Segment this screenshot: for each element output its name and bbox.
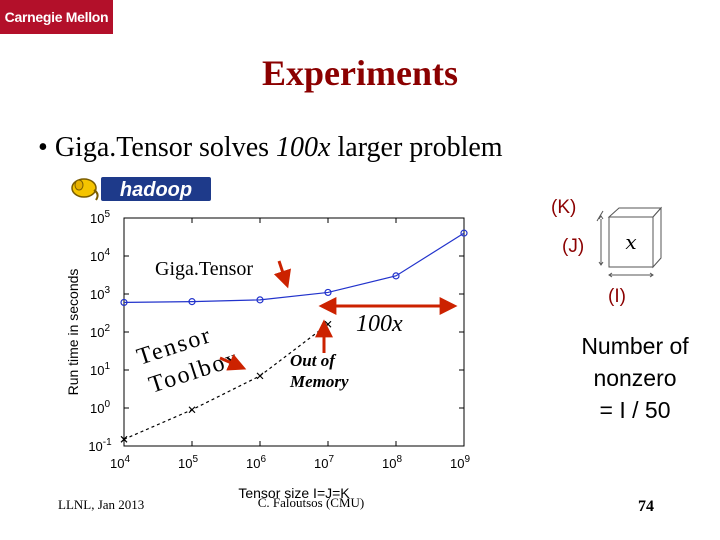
y-tick-label: 105: [90, 209, 110, 226]
y-axis-label: Run time in seconds: [65, 269, 81, 396]
axis-ticks: 104 105 106 107 108 109 10-1 100 101 102 103 104 105: [88, 209, 470, 471]
nonzero-line1: Number of: [581, 333, 689, 359]
footer-venue: LLNL, Jan 2013: [58, 497, 145, 512]
slide-title: Experiments: [262, 53, 458, 93]
i-dimension-label: (I): [608, 286, 626, 307]
x-axis-label: Tensor size I=J=K: [238, 485, 350, 501]
point-toolbox: [256, 372, 264, 380]
footer-author: C. Faloutsos (CMU): [257, 495, 365, 510]
out-of-memory-label-line2: Memory: [289, 372, 349, 391]
hundred-x-label: 100x: [356, 311, 403, 337]
bullet-text-emphasis: 100x: [276, 132, 331, 163]
gigatensor-arrow: [273, 260, 291, 289]
hadoop-logo-text: hadoop: [120, 179, 192, 201]
y-tick-label: 103: [90, 285, 110, 302]
out-of-memory-label-line1: Out of: [290, 351, 337, 370]
j-dimension-label: (J): [562, 236, 585, 257]
page-number: 74: [638, 498, 654, 515]
tensor-cube-icon: x: [596, 206, 663, 278]
point-toolbox: [324, 320, 332, 328]
point-gigatensor: [256, 296, 264, 304]
series-layer: [120, 229, 468, 443]
bullet-point: • Giga.Tensor solves 100x larger problem: [38, 132, 503, 164]
bullet-text-pre: Giga.Tensor solves: [54, 132, 277, 163]
cmu-logo: Carnegie Mellon: [0, 0, 113, 34]
y-tick-label: 102: [90, 323, 110, 340]
point-toolbox: [188, 406, 196, 414]
point-gigatensor: [392, 272, 400, 280]
x-tick-label: 108: [382, 454, 402, 471]
nonzero-note: Number of nonzero = I / 50: [555, 330, 715, 426]
tensor-toolbox-arrow: [219, 354, 247, 371]
series-line-toolbox: [123, 323, 329, 440]
x-tick-label: 107: [314, 454, 334, 471]
hadoop-logo: hadoop: [71, 177, 211, 201]
cube-x-label: x: [625, 230, 636, 254]
x-tick-label: 104: [110, 454, 130, 471]
y-tick-label: 101: [90, 361, 110, 378]
y-tick-label: 10-1: [88, 437, 112, 454]
bullet-text-post: larger problem: [330, 132, 503, 163]
point-gigatensor: [460, 229, 468, 237]
y-tick-label: 100: [90, 399, 110, 416]
point-gigatensor: [188, 298, 196, 306]
point-toolbox: [120, 435, 128, 443]
y-tick-label: 104: [90, 247, 110, 264]
x-tick-label: 109: [450, 454, 470, 471]
nonzero-line2: nonzero: [593, 365, 677, 391]
gigatensor-label: Giga.Tensor: [155, 258, 253, 280]
runtime-chart: 104 105 106 107 108 109 10-1 100 101 102 103 104 105…: [65, 209, 470, 501]
nonzero-line3: = I / 50: [599, 397, 671, 423]
series-line-gigatensor: [123, 232, 465, 304]
bullet-icon: •: [38, 132, 48, 163]
x-tick-label: 105: [178, 454, 198, 471]
point-gigatensor: [324, 288, 332, 297]
x-tick-label: 106: [246, 454, 266, 471]
k-dimension-label: (K): [551, 197, 577, 218]
point-gigatensor: [120, 298, 128, 307]
